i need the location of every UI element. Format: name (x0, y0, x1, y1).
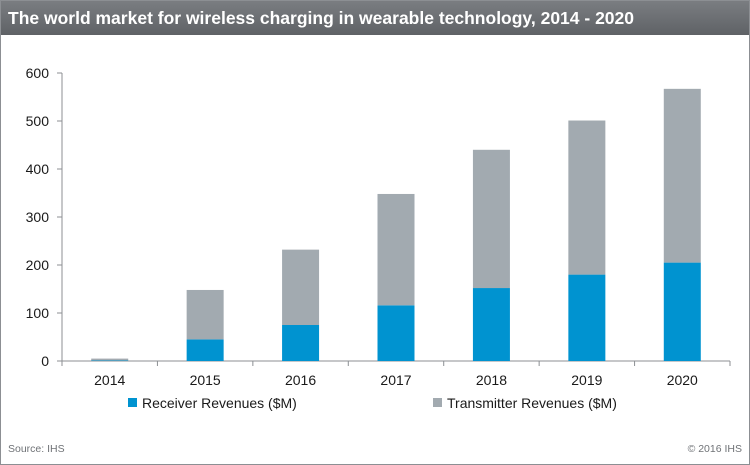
copyright-note: © 2016 IHS (687, 443, 742, 455)
receiver-bar (282, 325, 320, 361)
x-tick-label: 2017 (380, 372, 411, 388)
transmitter-bar (377, 193, 415, 306)
x-tick-label: 2020 (667, 372, 698, 388)
transmitter-bar (91, 358, 129, 361)
y-tick-label: 0 (41, 353, 49, 369)
x-tick-label: 2019 (571, 372, 602, 388)
transmitter-bar (568, 120, 606, 275)
transmitter-bar (186, 289, 224, 340)
legend-swatch-transmitter (433, 398, 442, 407)
receiver-bar (663, 262, 701, 361)
legend-swatch-receiver (128, 398, 137, 407)
y-tick-label: 300 (26, 209, 50, 225)
y-tick-label: 600 (26, 65, 50, 81)
legend-label: Receiver Revenues ($M) (142, 395, 297, 411)
y-tick-label: 400 (26, 161, 50, 177)
y-tick-label: 500 (26, 113, 50, 129)
x-tick-label: 2018 (476, 372, 507, 388)
receiver-bar (568, 274, 606, 361)
receiver-bar (377, 305, 415, 361)
receiver-bar (472, 288, 510, 361)
y-tick-label: 200 (26, 257, 50, 273)
y-tick-label: 100 (26, 305, 50, 321)
transmitter-bar (282, 249, 320, 325)
transmitter-bar (472, 149, 510, 289)
transmitter-bar (663, 88, 701, 263)
source-note: Source: IHS (8, 443, 65, 455)
receiver-bar (186, 339, 224, 361)
x-tick-label: 2016 (285, 372, 316, 388)
legend-label: Transmitter Revenues ($M) (447, 395, 617, 411)
chart-title: The world market for wireless charging i… (1, 1, 749, 35)
x-tick-label: 2014 (94, 372, 125, 388)
x-tick-label: 2015 (190, 372, 221, 388)
